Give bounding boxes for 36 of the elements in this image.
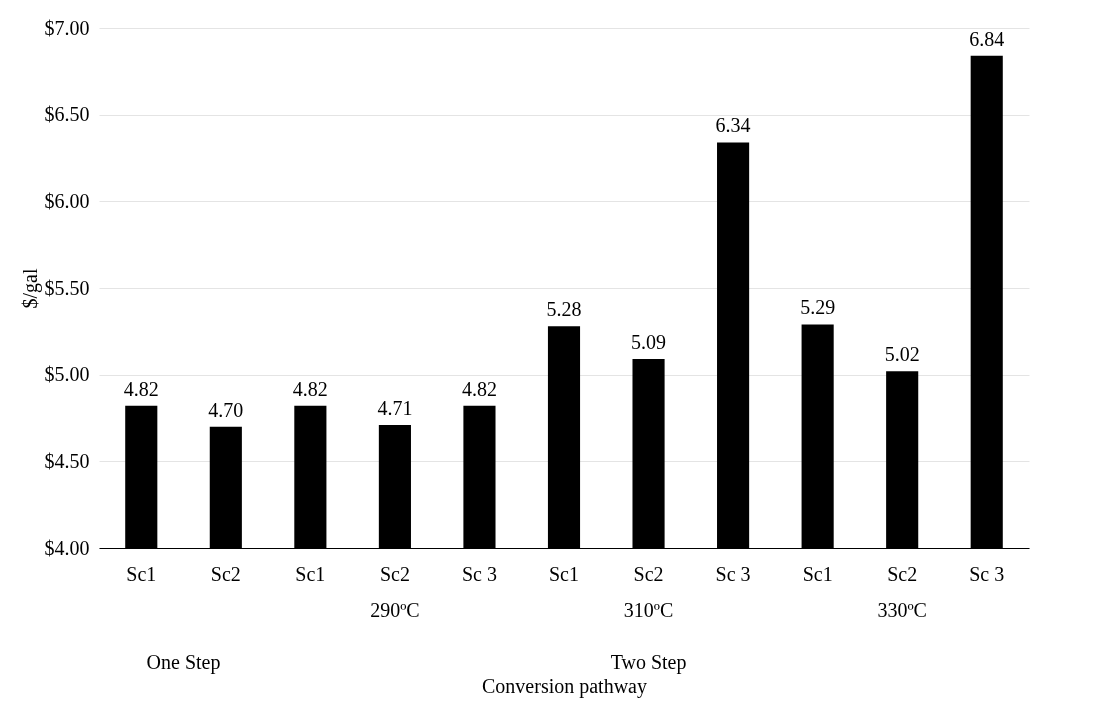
x-tick-label: Sc2: [887, 562, 918, 585]
data-label: 5.28: [546, 298, 582, 321]
y-tick-label: $4.50: [44, 449, 90, 472]
data-label: 5.02: [884, 343, 920, 366]
y-tick-label: $4.00: [44, 536, 90, 559]
text: 290ºC: [370, 599, 420, 621]
x-tick-label: Sc2: [633, 562, 664, 585]
x-tick-label: Sc1: [295, 562, 326, 585]
x-tick-label: Sc 3: [461, 562, 497, 585]
x-tick-label: Sc1: [126, 562, 157, 585]
y-tick-label: $5.50: [44, 276, 90, 299]
x-tick-label: Sc1: [802, 562, 833, 585]
text: 330ºC: [877, 599, 927, 621]
data-label: 5.29: [800, 296, 836, 319]
y-axis-title: $/gal: [18, 268, 42, 309]
data-label: 4.71: [377, 396, 413, 419]
text: 310ºC: [623, 599, 674, 621]
data-label: 4.82: [292, 377, 328, 400]
x-tick-label: Sc2: [210, 562, 241, 585]
x-tick-label: Sc 3: [715, 562, 751, 585]
text: Two Step: [610, 651, 687, 674]
data-label: 4.82: [461, 377, 497, 400]
data-label: 5.09: [631, 331, 667, 354]
y-tick-label: $5.00: [44, 363, 90, 386]
y-tick-label: $7.00: [44, 16, 90, 39]
data-label: 4.70: [208, 398, 244, 421]
data-label: 6.84: [969, 27, 1005, 50]
text: One Step: [146, 651, 221, 674]
data-label: 6.34: [715, 114, 751, 137]
x-tick-label: Sc 3: [969, 562, 1005, 585]
y-tick-label: $6.00: [44, 189, 90, 212]
y-tick-label: $6.50: [44, 103, 90, 126]
x-tick-label: Sc2: [379, 562, 410, 585]
data-label: 4.82: [123, 377, 159, 400]
x-axis-title: Conversion pathway: [482, 674, 647, 698]
x-tick-label: Sc1: [549, 562, 579, 585]
